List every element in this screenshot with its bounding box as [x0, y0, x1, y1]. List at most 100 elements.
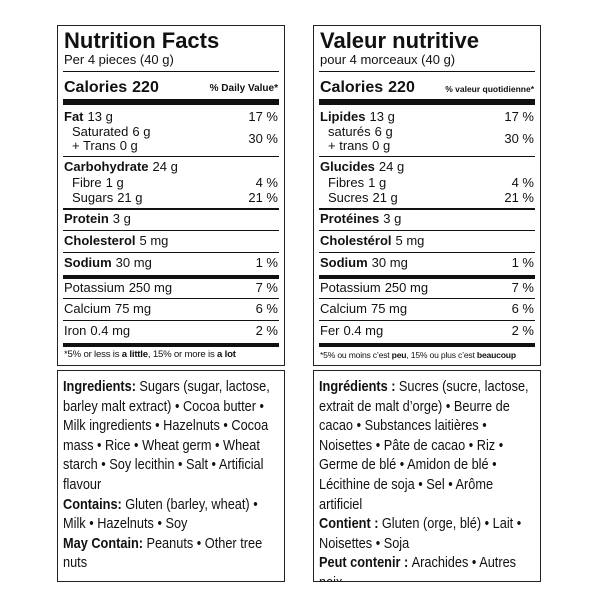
- daily-value: 30 %: [248, 131, 278, 146]
- nutrient-row: Sodium 30 mg: [320, 255, 408, 271]
- nutrient-amount: 6 g: [132, 124, 151, 139]
- nutrient-row: Iron 0.4 mg: [64, 323, 130, 339]
- nutrient-amount: 0 g: [372, 138, 391, 153]
- daily-value: 1 %: [511, 255, 534, 270]
- footnote-part: , 15% ou plus c’est: [406, 350, 477, 360]
- daily-value: 7 %: [511, 280, 534, 295]
- nutrient-row: Protéines 3 g: [320, 211, 401, 227]
- rule-line: [319, 229, 535, 231]
- ingredient-heading: Ingredients:: [63, 378, 136, 395]
- nutrient-row: Cholesterol 5 mg: [64, 233, 168, 249]
- nutrient-label: Fat: [64, 109, 84, 124]
- nutrient-label: Glucides: [320, 159, 375, 174]
- nutrient-row: Glucides 24 g: [320, 159, 404, 175]
- nutrient-label: Sucres: [328, 190, 369, 205]
- nutrient-amount: 75 mg: [370, 301, 408, 316]
- ingredient-heading: Ingrédients :: [319, 378, 396, 395]
- footnote-part: *5% ou moins c’est: [320, 350, 392, 360]
- rule-line: [63, 251, 279, 253]
- nutrient-amount: 0 g: [119, 138, 138, 153]
- footnote-part: *5% or less is: [64, 349, 122, 360]
- rule-line: [63, 274, 279, 279]
- nutrient-amount: 5 mg: [395, 233, 425, 248]
- daily-value: 21 %: [504, 190, 534, 205]
- nutrient-label: Fer: [320, 323, 340, 338]
- rule-line: [319, 319, 535, 321]
- rule-line: [319, 156, 535, 157]
- nutrient-row: Sucres 21 g: [328, 190, 398, 206]
- nutrient-label: Potassium: [320, 280, 381, 295]
- nutrient-label: Sodium: [320, 255, 368, 270]
- calories-value: 220: [132, 79, 159, 96]
- nutrient-amount: 30 mg: [115, 255, 152, 270]
- ingredient-paragraph: Contains: Gluten (barley, wheat) • Milk •…: [63, 495, 279, 534]
- rule-line: [63, 156, 279, 157]
- rule-line: [63, 70, 279, 72]
- rule-line: [319, 251, 535, 253]
- nutrient-row: Potassium 250 mg: [64, 280, 172, 296]
- calories-row: Calories 220: [320, 80, 415, 96]
- nutrient-amount: 21 g: [372, 190, 398, 205]
- nutrient-label: Calcium: [64, 301, 111, 316]
- nutrient-row: Calcium 75 mg: [320, 301, 407, 317]
- ingredient-text: Gluten (barley, wheat) • Milk • Hazelnut…: [63, 495, 258, 533]
- rule-line: [319, 298, 535, 299]
- nutrient-row: Cholestérol 5 mg: [320, 233, 424, 249]
- ingredient-paragraph: Ingrédients : Sucres (sucre, lactose, ext…: [319, 377, 535, 514]
- footnote-part: a little: [121, 349, 148, 360]
- nutrient-amount: 0.4 mg: [90, 323, 131, 338]
- nutrient-label: Sugars: [72, 190, 114, 205]
- nutrient-label: Protéines: [320, 211, 380, 226]
- daily-value: 4 %: [511, 175, 534, 190]
- daily-value: 21 %: [248, 190, 278, 205]
- nutrient-label: + Trans: [72, 138, 116, 153]
- ingredient-text: Sugars (sugar, lactose, barley malt extr…: [63, 378, 270, 493]
- daily-value: 7 %: [255, 280, 278, 295]
- ingredient-paragraph: Contient : Gluten (orge, blé) • Lait • No…: [319, 514, 535, 553]
- daily-value: 2 %: [511, 323, 534, 338]
- nutrient-label: Carbohydrate: [64, 159, 149, 174]
- footnote: *5% ou moins c’est peu, 15% ou plus c’es…: [320, 347, 516, 363]
- ingredients-text: Ingredients: Sugars (sugar, lactose, barl…: [63, 377, 279, 573]
- nutrient-amount: 1 g: [105, 175, 124, 190]
- nutrient-row: Lipides 13 g: [320, 109, 395, 125]
- nutrient-label: Fibre: [72, 175, 102, 190]
- rule-line: [63, 342, 279, 347]
- nutrient-row: Potassium 250 mg: [320, 280, 428, 296]
- nutrient-amount: 250 mg: [128, 280, 173, 295]
- ingredients-en: Ingredients: Sugars (sugar, lactose, barl…: [57, 370, 285, 582]
- calories-row: Calories 220: [64, 80, 159, 96]
- daily-value-header: % valeur quotidienne*: [445, 84, 534, 94]
- rule-line: [63, 99, 279, 105]
- rule-line: [319, 70, 535, 72]
- ingredient-text: Sucres (sucre, lactose, extrait de malt …: [319, 378, 529, 513]
- nutrient-row: + trans 0 g: [328, 138, 390, 154]
- title: Nutrition Facts: [64, 28, 220, 53]
- nutrient-amount: 1 g: [368, 175, 387, 190]
- nutrient-row: Fibres 1 g: [328, 175, 386, 191]
- nutrient-amount: 5 mg: [139, 233, 169, 248]
- nutrient-amount: 24 g: [378, 159, 405, 174]
- rule-line: [63, 298, 279, 299]
- nutrient-row: saturés 6 g: [328, 124, 393, 140]
- nutrient-label: Calcium: [320, 301, 367, 316]
- nutrient-amount: 3 g: [383, 211, 402, 226]
- ingredient-text: Peanuts • Other tree nuts: [63, 534, 263, 572]
- nutrient-row: Fer 0.4 mg: [320, 323, 383, 339]
- nutrient-amount: 30 mg: [371, 255, 408, 270]
- nutrient-label: Sodium: [64, 255, 112, 270]
- ingredient-paragraph: May Contain: Peanuts • Other tree nuts: [63, 534, 279, 573]
- rule-line: [319, 207, 535, 210]
- nutrient-amount: 13 g: [87, 109, 113, 124]
- footnote-part: peu: [391, 350, 407, 360]
- nutrient-amount: 21 g: [117, 190, 143, 205]
- ingredient-text: Arachides • Autres noix: [319, 554, 517, 581]
- ingredient-heading: Contains:: [63, 495, 122, 513]
- calories-label: Calories: [320, 79, 384, 96]
- daily-value: 4 %: [255, 175, 278, 190]
- footnote-part: beaucoup: [476, 350, 516, 360]
- daily-value: 6 %: [511, 301, 534, 316]
- nutrient-label: + trans: [328, 138, 369, 153]
- nutrient-label: Fibres: [328, 175, 365, 190]
